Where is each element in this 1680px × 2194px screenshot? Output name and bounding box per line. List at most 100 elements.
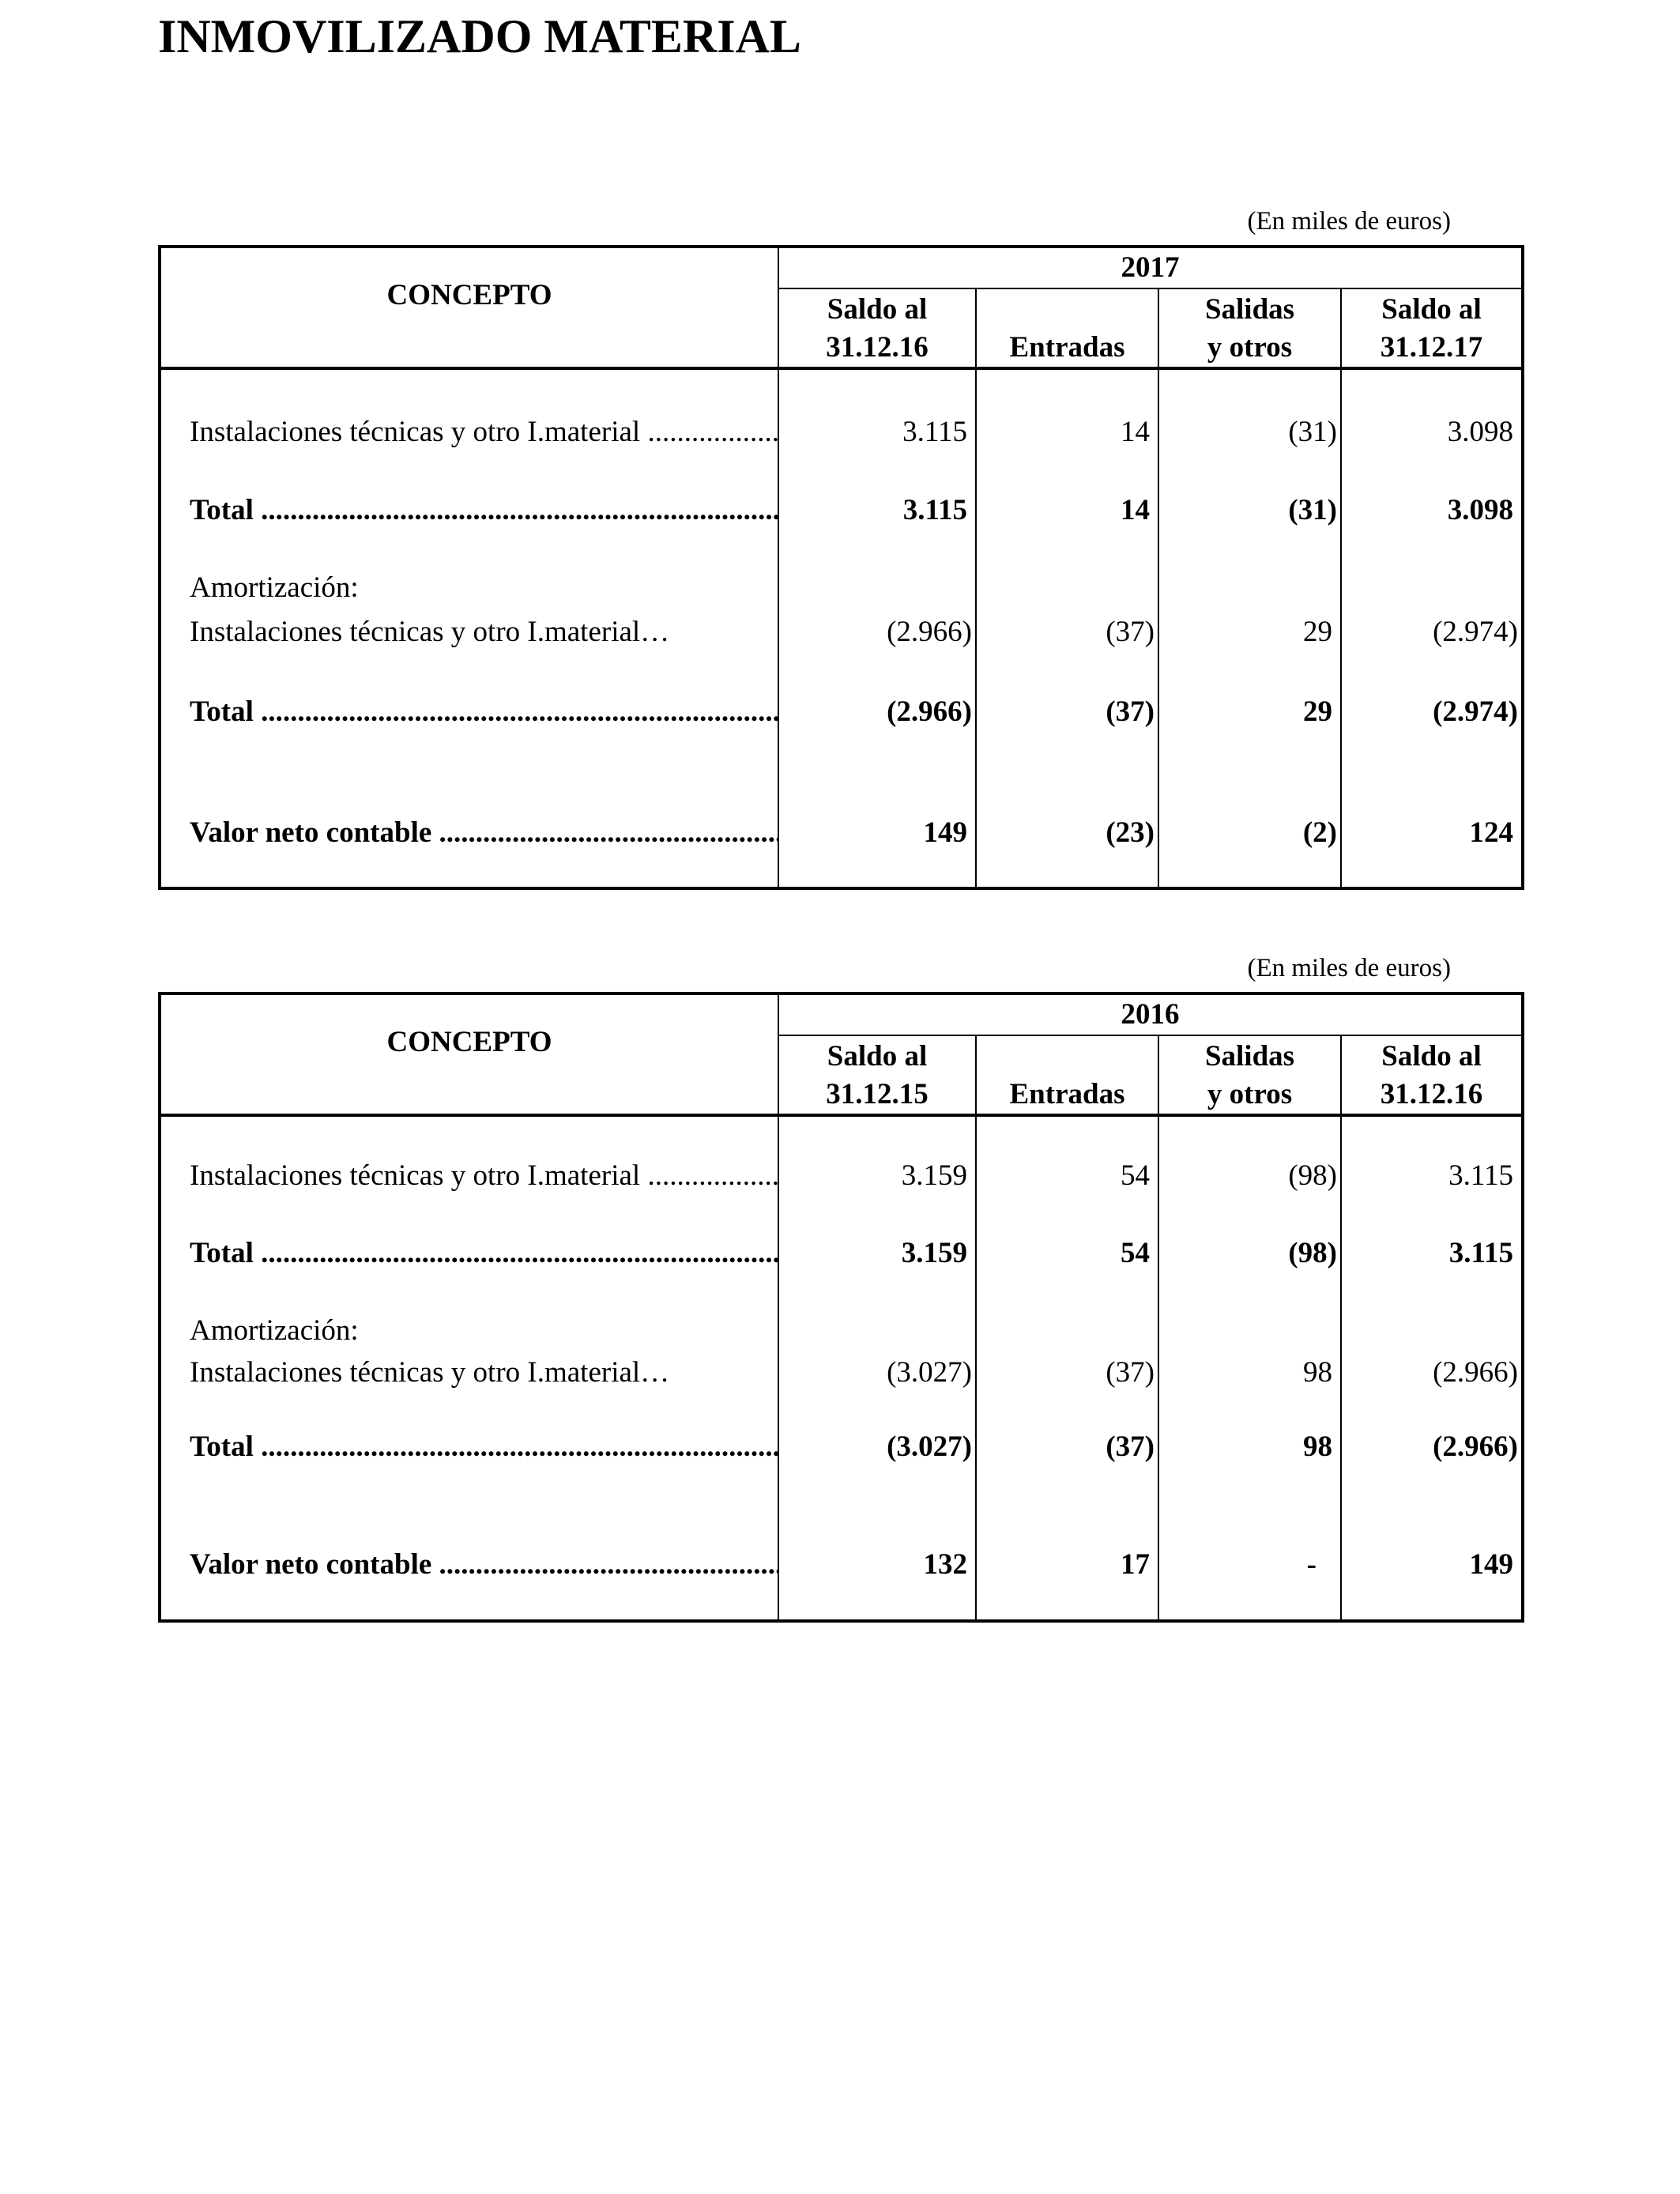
row-label-text: Total [190,1430,254,1463]
table-row: Amortización: [159,566,1524,609]
value-cell: (3.027) [778,1424,977,1468]
value-cell: 3.115 [1340,1153,1524,1197]
value-cell: 54 [975,1231,1159,1275]
value-cell: (2) [1158,810,1342,854]
spacer-row [159,532,1524,566]
value-cell: 124 [1340,810,1524,854]
column-header-line: Saldo al [827,1040,928,1072]
value-cell: (37) [975,609,1159,654]
concept-header: CONCEPTO [159,247,779,370]
column-header: Saldo al 31.12.17 [1340,288,1524,370]
column-header: Entradas [975,1035,1159,1117]
value-cell: 3.159 [778,1153,977,1197]
value-cell: 29 [1158,609,1342,654]
dot-leader [254,1431,777,1463]
spacer-row [159,1115,1524,1153]
spacer-row [159,654,1524,689]
row-label: Amortización: [159,1309,779,1352]
column-header: Entradas [975,288,1159,370]
value-cell [975,566,1159,609]
dot-leader [431,1548,777,1581]
column-header: Saldo al 31.12.16 [778,288,977,370]
year-header: 2017 [778,247,1524,289]
spacer-row [159,1468,1524,1542]
value-cell: (37) [975,689,1159,733]
value-cell: 3.115 [778,488,977,532]
table-row: Valor neto contable 149(23)(2)124 [159,810,1524,854]
value-cell [778,566,977,609]
value-cell: (2.966) [778,689,977,733]
concept-header: CONCEPTO [159,993,779,1117]
row-label: Total [159,1424,779,1468]
column-header-line: Entradas [1009,1078,1125,1110]
page-title: INMOVILIZADO MATERIAL [158,10,801,62]
row-label-text: Instalaciones técnicas y otro I.material… [190,1355,670,1389]
row-label-text: Total [190,695,254,728]
row-label: Valor neto contable [159,810,779,854]
value-cell: 132 [778,1542,977,1586]
column-header-line [977,291,1157,329]
value-cell: 3.115 [778,409,977,454]
row-label: Instalaciones técnicas y otro I.material… [159,609,779,654]
row-label: Amortización: [159,566,779,609]
fixed-assets-table-2016: CONCEPTO 2016 Saldo al 31.12.15 Entradas Sal… [158,992,1524,1623]
spacer-row [159,368,1524,409]
column-header-line: Salidas [1204,1040,1295,1072]
spacer-row [159,733,1524,810]
row-label: Total [159,1231,779,1275]
table-row: Total (3.027)(37)98(2.966) [159,1424,1524,1468]
column-header-line: 31.12.16 [826,331,929,364]
row-label-text: Valor neto contable [190,816,432,849]
column-header-line: 31.12.16 [1380,1078,1483,1110]
column-header-line: Salidas [1204,293,1295,326]
value-cell: (23) [975,810,1159,854]
value-cell [1340,566,1524,609]
spacer-row [159,1275,1524,1309]
value-cell: (2.966) [778,609,977,654]
row-label-text: Instalaciones técnicas y otro I.material [190,1159,641,1192]
row-label-text: Instalaciones técnicas y otro I.material [190,415,641,448]
column-header: Saldo al 31.12.15 [778,1035,977,1117]
row-label: Total [159,488,779,532]
fixed-assets-table-2017: CONCEPTO 2017 Saldo al 31.12.16 Entradas Sal… [158,245,1524,890]
dot-leader [254,696,777,728]
unit-note: (En miles de euros) [1247,954,1451,982]
row-label-text: Amortización: [190,1314,359,1347]
row-label-text: Amortización: [190,571,359,604]
value-cell [1340,1309,1524,1352]
value-cell: (98) [1158,1153,1342,1197]
column-header-line: 31.12.15 [826,1078,929,1110]
table-row: Instalaciones técnicas y otro I.material… [159,1352,1524,1392]
row-label-text: Total [190,1236,254,1269]
dot-leader [431,816,777,849]
row-label: Total [159,689,779,733]
column-header-line: 31.12.17 [1380,331,1483,364]
value-cell: 3.159 [778,1231,977,1275]
value-cell: - [1158,1542,1342,1586]
spacer-row [159,1197,1524,1231]
row-label: Instalaciones técnicas y otro I.material… [159,1352,779,1392]
column-header-line: Saldo al [1381,1040,1482,1072]
table-row: Instalaciones técnicas y otro I.material… [159,409,1524,454]
value-cell: 17 [975,1542,1159,1586]
value-cell: 149 [778,810,977,854]
value-cell [975,1309,1159,1352]
table-row: Total (2.966)(37)29(2.974) [159,689,1524,733]
value-cell: (37) [975,1424,1159,1468]
row-label: Instalaciones técnicas y otro I.material [159,1153,779,1197]
column-header-line: Saldo al [1381,293,1482,326]
year-header: 2016 [778,993,1524,1036]
column-header-line: y otros [1207,1078,1293,1110]
value-cell: 3.115 [1340,1231,1524,1275]
unit-note: (En miles de euros) [1247,207,1451,236]
row-label-text: Valor neto contable [190,1547,432,1581]
value-cell: 14 [975,409,1159,454]
column-header-line [977,1038,1157,1076]
spacer-row [159,454,1524,488]
column-header-line: Entradas [1009,331,1125,364]
row-label-text: Total [190,493,254,526]
column-header: Salidas y otros [1158,288,1342,370]
column-header: Saldo al 31.12.16 [1340,1035,1524,1117]
